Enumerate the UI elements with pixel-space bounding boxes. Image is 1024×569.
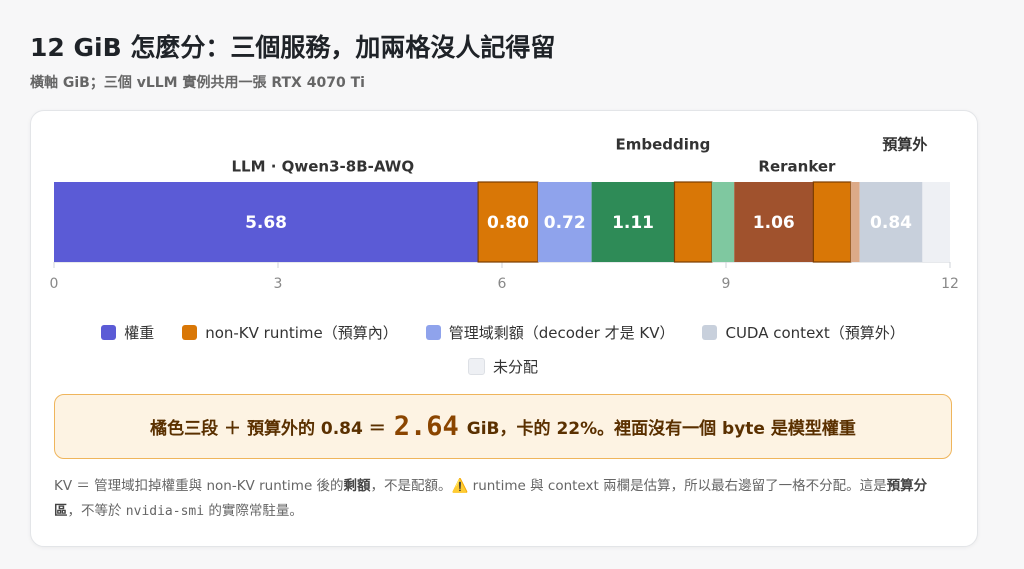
x-tick-label: 9 [722,276,731,292]
note-bold: 剩額 [343,478,371,494]
bar-segment [859,182,923,262]
callout-text: 橘色三段 ＋ 預算外的 0.84 ＝ [150,419,386,439]
legend-item: non-KV runtime（預算內） [182,320,398,344]
group-label: LLM · Qwen3-8B-AWQ [231,158,414,176]
bar-segment [850,182,860,262]
group-label: 預算外 [882,136,927,154]
bar-segment [711,182,735,262]
value-label: 1.11 [612,213,654,233]
subtitle: 橫軸 GiB；三個 vLLM 實例共用一張 RTX 4070 Ti [30,75,365,91]
bar-segment [537,182,592,262]
value-label: 0.84 [870,213,912,233]
value-label: 0.72 [544,213,586,233]
note-bold: 預算分區 [54,478,928,519]
legend-item: 管理域剩額（decoder 才是 KV） [425,320,675,344]
value-label: 0.80 [487,213,529,233]
legend-label: 權重 [124,323,155,342]
value-label: 1.06 [753,213,795,233]
legend-item: 未分配 [467,354,538,378]
note-text: KV ＝ 管理域扣掉權重與 non-KV runtime 後的 [54,478,344,494]
x-tick-label: 0 [50,276,59,292]
bar-segment [673,181,713,263]
bar-segment [812,181,852,263]
group-label: Embedding [615,136,710,154]
footnote: KV ＝ 管理域扣掉權重與 non-KV runtime 後的剩額，不是配額。⚠… [54,474,944,524]
legend-swatch [101,324,117,340]
legend-label: non-KV runtime（預算內） [205,323,398,342]
legend-swatch [425,324,441,340]
bar-segment [591,182,675,262]
legend-label: 未分配 [492,357,538,376]
note-text: 的實際常駐量。 [208,503,303,519]
legend-swatch [182,324,198,340]
legend-swatch [702,324,718,340]
bar-segment [54,182,479,262]
callout-number: 2.64 [393,411,459,442]
x-tick-label: 3 [274,276,283,292]
callout-text: GiB，卡的 22%。裡面沒有一個 byte 是模型權重 [466,419,856,439]
legend-label: 管理域剩額（decoder 才是 KV） [448,323,675,342]
value-label: 5.68 [245,213,287,233]
x-tick-label: 6 [498,276,507,292]
legend-item: 權重 [101,320,154,344]
legend-item: CUDA context（預算外） [702,320,905,344]
note-text: ，不是配額。⚠️ runtime 與 context 兩欄是估算，所以最右邊留了… [370,478,887,494]
title: 12 GiB 怎麼分：三個服務，加兩格沒人記得留 [30,33,556,62]
note-text: ，不等於 [67,503,122,519]
group-label: Reranker [758,158,836,176]
note-code: nvidia-smi [125,504,205,519]
bar-segment [477,181,539,263]
callout: 橘色三段 ＋ 預算外的 0.84 ＝ 2.64 GiB，卡的 22%。裡面沒有一… [54,394,952,459]
x-tick-label: 12 [941,276,959,292]
bar-segment [734,182,814,262]
legend-swatch [467,357,485,375]
legend-label: CUDA context（預算外） [725,323,905,342]
legend: 權重 non-KV runtime（預算內） 管理域剩額（decoder 才是 KV… [54,320,952,378]
bar-segment [922,182,950,262]
